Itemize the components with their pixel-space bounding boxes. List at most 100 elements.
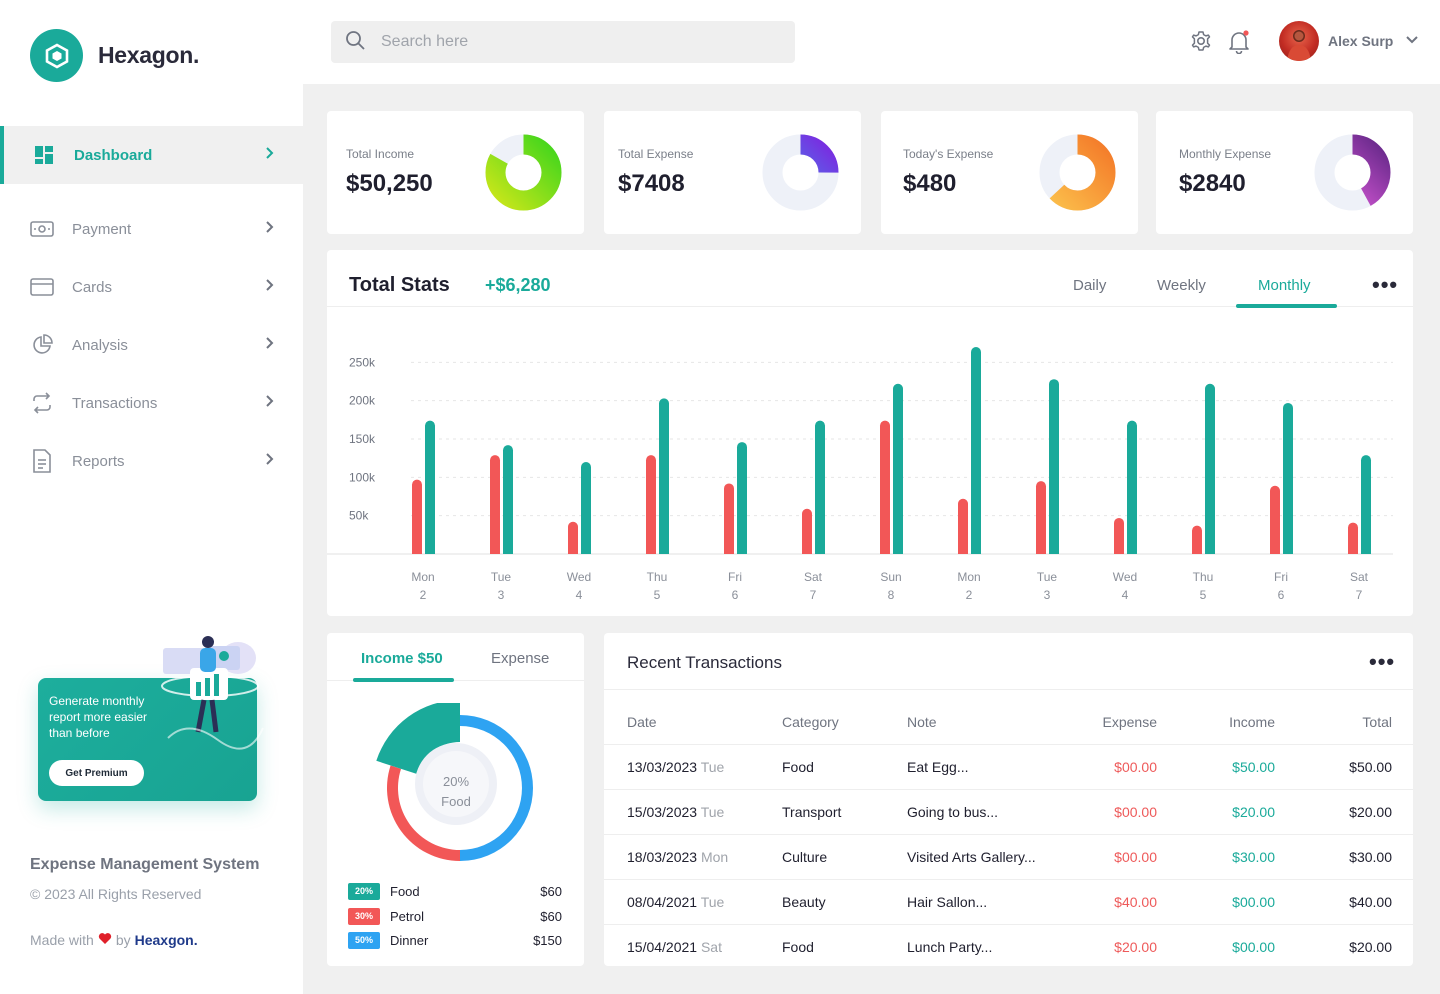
tab-monthly[interactable]: Monthly <box>1258 277 1311 294</box>
tab-weekly[interactable]: Weekly <box>1157 277 1206 294</box>
summary-card-todays-expense[interactable]: Today's Expense $480 <box>881 111 1138 234</box>
topbar: Alex Surp <box>303 0 1440 84</box>
chevron-right-icon <box>265 220 275 238</box>
summary-card-total-expense[interactable]: Total Expense $7408 <box>604 111 861 234</box>
chevron-right-icon <box>265 146 275 164</box>
sidebar-item-analysis[interactable]: Analysis <box>0 316 303 374</box>
cell-category: Beauty <box>782 894 826 910</box>
search-input[interactable] <box>381 33 761 51</box>
user-menu[interactable]: Alex Surp <box>1279 21 1419 61</box>
column-header-expense[interactable]: Expense <box>1102 714 1157 730</box>
hexagon-logo-icon <box>30 29 83 82</box>
day-text: Tue <box>700 804 725 820</box>
notification-bell-icon[interactable] <box>1228 30 1252 55</box>
column-header-category[interactable]: Category <box>782 714 839 730</box>
bar-expense[interactable] <box>1270 485 1280 554</box>
x-tick-day: Sat <box>804 570 823 584</box>
day-text: Mon <box>700 849 729 865</box>
summary-label: Total Expense <box>618 147 694 161</box>
cell-category: Food <box>782 759 814 775</box>
sidebar-item-transactions[interactable]: Transactions <box>0 374 303 432</box>
cell-category: Food <box>782 939 814 955</box>
cell-note: Visited Arts Gallery... <box>907 849 1036 865</box>
summary-card-monthly-expense[interactable]: Monthly Expense $2840 <box>1156 111 1413 234</box>
bar-expense[interactable] <box>1348 522 1358 554</box>
x-tick-date: 4 <box>576 588 583 602</box>
table-row[interactable]: 18/03/2023 Mon Culture Visited Arts Gall… <box>604 834 1413 879</box>
more-options-icon[interactable]: ••• <box>1369 649 1396 674</box>
table-row[interactable]: 13/03/2023 Tue Food Eat Egg... $00.00 $5… <box>604 744 1413 789</box>
dashboard-icon <box>32 143 56 167</box>
bar-income[interactable] <box>581 462 591 554</box>
bar-expense[interactable] <box>880 420 890 554</box>
bar-expense[interactable] <box>1114 517 1124 554</box>
cell-total: $20.00 <box>1349 804 1392 820</box>
bar-income[interactable] <box>815 420 825 554</box>
cell-note: Lunch Party... <box>907 939 993 955</box>
summary-value: $480 <box>903 170 957 197</box>
cell-expense: $00.00 <box>1114 759 1157 775</box>
bar-base <box>425 548 435 554</box>
donut-segment-dinner[interactable] <box>460 715 533 861</box>
bar-income[interactable] <box>503 445 513 554</box>
recent-transactions-card: Recent Transactions ••• Date Category No… <box>604 633 1413 966</box>
divider <box>327 306 1413 307</box>
bar-income[interactable] <box>1049 379 1059 554</box>
bar-expense[interactable] <box>1036 481 1046 554</box>
table-row[interactable]: 08/04/2021 Tue Beauty Hair Sallon... $40… <box>604 879 1413 924</box>
donut-segment-food[interactable] <box>376 703 460 774</box>
logo[interactable]: Hexagon. <box>30 29 199 82</box>
bar-income[interactable] <box>737 442 747 554</box>
bar-income[interactable] <box>1361 455 1371 554</box>
table-row[interactable]: 15/04/2021 Sat Food Lunch Party... $20.0… <box>604 924 1413 969</box>
bar-income[interactable] <box>425 420 435 554</box>
x-tick-day: Fri <box>728 570 742 584</box>
chevron-right-icon <box>265 452 275 470</box>
sidebar-item-dashboard[interactable]: Dashboard <box>0 126 303 184</box>
sidebar-item-reports[interactable]: Reports <box>0 432 303 490</box>
bar-income[interactable] <box>659 398 669 554</box>
tab-daily[interactable]: Daily <box>1073 277 1107 294</box>
bar-income[interactable] <box>1127 420 1137 554</box>
bar-expense[interactable] <box>958 498 968 554</box>
search-bar[interactable] <box>331 21 795 63</box>
bar-expense[interactable] <box>724 483 734 554</box>
column-header-income[interactable]: Income <box>1229 714 1275 730</box>
bar-income[interactable] <box>971 347 981 554</box>
bar-expense[interactable] <box>490 455 500 554</box>
y-tick-label: 250k <box>349 355 376 369</box>
bar-expense[interactable] <box>646 455 656 554</box>
table-row[interactable]: 15/03/2023 Tue Transport Going to bus...… <box>604 789 1413 834</box>
cell-category: Culture <box>782 849 828 865</box>
footer-brand-link[interactable]: Heaxgon. <box>134 932 198 948</box>
summary-card-total-income[interactable]: Total Income $50,250 <box>327 111 584 234</box>
bar-base <box>1205 548 1215 554</box>
tab-expense[interactable]: Expense <box>491 650 550 667</box>
bar-expense[interactable] <box>802 508 812 554</box>
bar-income[interactable] <box>893 383 903 554</box>
bar-income[interactable] <box>1205 383 1215 554</box>
x-tick-date: 4 <box>1122 588 1129 602</box>
legend-percent-badge: 50% <box>348 931 380 949</box>
column-header-note[interactable]: Note <box>907 714 937 730</box>
sidebar-item-payment[interactable]: Payment <box>0 200 303 258</box>
bar-expense[interactable] <box>1192 525 1202 554</box>
donut-segment-petrol[interactable] <box>386 765 460 861</box>
bar-income[interactable] <box>1283 402 1293 554</box>
bar-base <box>958 548 968 554</box>
x-tick-date: 5 <box>1200 588 1207 602</box>
y-tick-label: 100k <box>349 470 376 484</box>
column-header-total[interactable]: Total <box>1362 714 1392 730</box>
get-premium-button[interactable]: Get Premium <box>49 760 144 786</box>
cell-total: $30.00 <box>1349 849 1392 865</box>
column-header-date[interactable]: Date <box>627 714 657 730</box>
x-tick-date: 7 <box>1356 588 1363 602</box>
sidebar-item-cards[interactable]: Cards <box>0 258 303 316</box>
bar-base <box>1036 548 1046 554</box>
bar-expense[interactable] <box>568 521 578 554</box>
gear-icon[interactable] <box>1190 30 1214 54</box>
cell-note: Going to bus... <box>907 804 999 820</box>
bar-expense[interactable] <box>412 479 422 554</box>
legend-row: 20% Food $60 <box>348 882 562 900</box>
tab-income[interactable]: Income $50 <box>361 650 443 667</box>
